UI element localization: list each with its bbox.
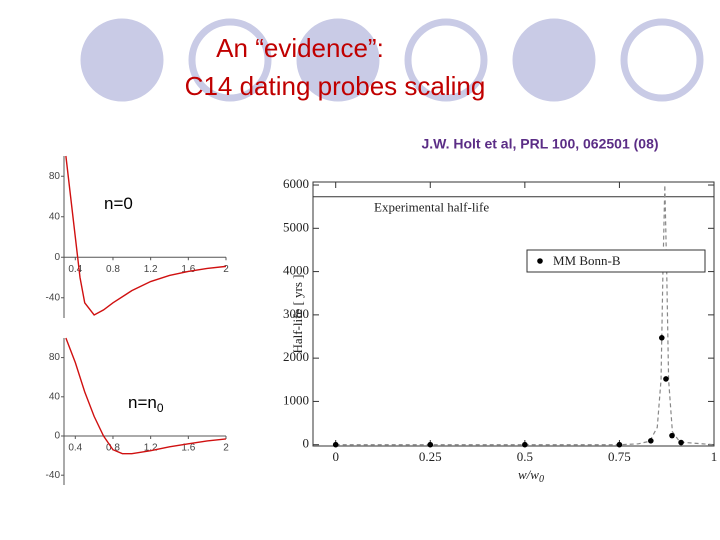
- data-point: [332, 441, 339, 448]
- x-axis-label-text: w/w: [518, 467, 539, 482]
- x-axis-label-subscript: 0: [539, 474, 544, 485]
- x-tick-label: 0.4: [68, 443, 82, 454]
- x-tick-label: 0.25: [419, 449, 442, 464]
- legend-box: [526, 249, 706, 273]
- annotation-text: n=n: [128, 393, 157, 412]
- data-point: [669, 432, 675, 439]
- data-point: [663, 376, 669, 382]
- y-tick-label: -40: [46, 470, 61, 481]
- y-tick-label: 80: [49, 352, 61, 363]
- background-circles: [80, 18, 704, 102]
- x-tick-label: 0.4: [68, 264, 82, 275]
- annotation-text: n=0: [104, 194, 133, 213]
- x-tick-label: 0.75: [608, 449, 631, 464]
- data-point: [648, 438, 654, 444]
- x-tick-label: 1.2: [144, 443, 158, 454]
- y-tick-label: 40: [49, 211, 61, 222]
- data-point: [658, 335, 665, 341]
- x-tick-label: 0.8: [106, 264, 120, 275]
- plot-frame: [312, 181, 715, 447]
- x-tick-label: 2: [223, 264, 229, 275]
- data-point: [616, 441, 623, 448]
- x-tick-label: 1.2: [144, 264, 158, 275]
- data-point: [522, 441, 528, 448]
- citation: J.W. Holt et al, PRL 100, 062501 (08): [421, 136, 658, 152]
- y-tick-label: 0: [54, 431, 60, 442]
- data-point: [427, 441, 434, 448]
- legend-label: MM Bonn-B: [553, 253, 621, 268]
- y-tick-label: -40: [46, 292, 61, 303]
- x-tick-label: 1.6: [181, 264, 195, 275]
- y-tick-label: 0: [54, 252, 60, 263]
- x-tick-label: 1: [711, 449, 718, 464]
- y-tick-label: 2000: [283, 349, 309, 364]
- x-tick-label: 0: [332, 449, 339, 464]
- y-tick-label: 3000: [283, 306, 309, 321]
- y-axis-label: Half-life [ yrs ]: [290, 274, 305, 353]
- y-tick-label: 1000: [283, 392, 309, 407]
- legend-marker: [537, 258, 543, 264]
- y-tick-label: 80: [49, 171, 61, 182]
- annotation: n=n0: [128, 393, 164, 415]
- charts: 80 40 0 -40 0.4 0.8 1.2 1.6 2 n=0 80 40 0 -40 0.4 0.8 1.…: [46, 155, 718, 485]
- title-line: C14 dating probes scaling: [185, 71, 486, 101]
- reference-label: Experimental half-life: [374, 200, 489, 215]
- series-line: [65, 337, 226, 455]
- series-line: [335, 185, 714, 446]
- y-tick-label: 4000: [283, 263, 309, 278]
- annotation-subscript: 0: [157, 401, 164, 415]
- y-tick-label: 6000: [283, 176, 309, 191]
- annotation: n=0: [104, 194, 133, 213]
- x-tick-label: 2: [223, 443, 229, 454]
- x-axis-label: w/w0: [518, 467, 544, 485]
- x-tick-label: 0.8: [106, 443, 120, 454]
- y-tick-label: 0: [303, 436, 310, 451]
- y-tick-label: 40: [49, 391, 61, 402]
- title-line: An “evidence”:: [216, 33, 384, 63]
- series-line: [65, 155, 226, 316]
- data-point: [678, 439, 684, 446]
- x-tick-label: 0.5: [517, 449, 533, 464]
- x-tick-label: 1.6: [181, 443, 195, 454]
- y-tick-label: 5000: [283, 219, 309, 234]
